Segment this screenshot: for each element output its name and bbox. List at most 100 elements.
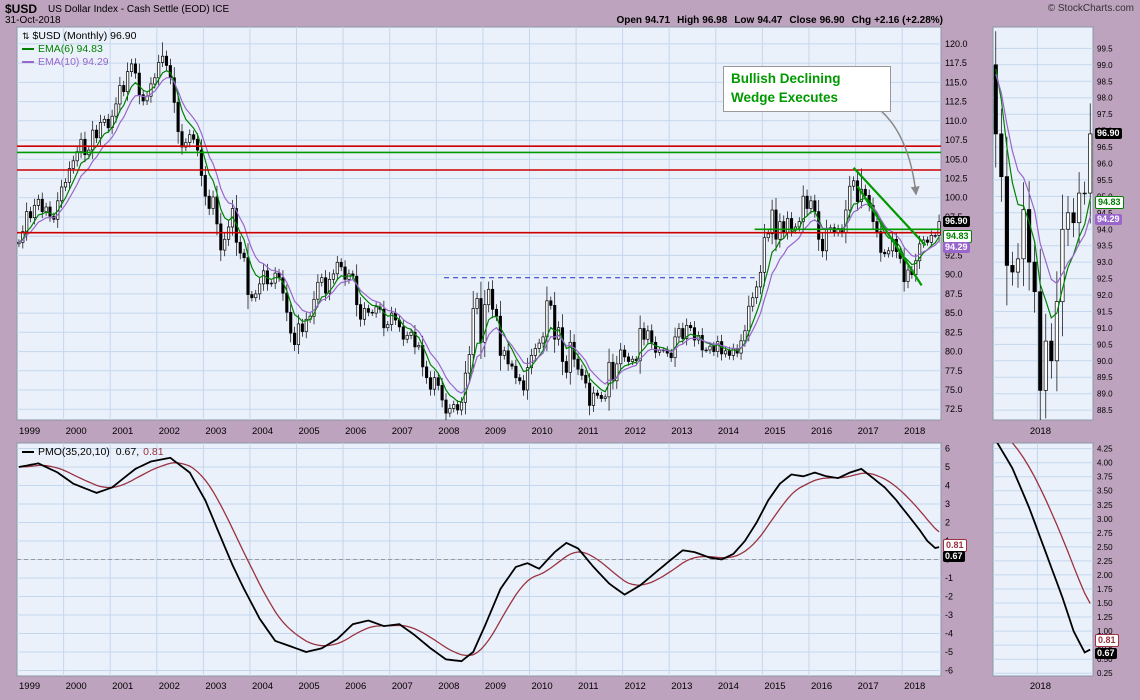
svg-text:3.00: 3.00 xyxy=(1097,515,1113,524)
zoom-pmo-line xyxy=(996,443,1091,654)
svg-text:89.5: 89.5 xyxy=(1097,373,1113,382)
zoom-pmo-signal-line xyxy=(1011,443,1091,604)
svg-text:2016: 2016 xyxy=(811,681,832,692)
svg-text:2013: 2013 xyxy=(671,426,692,437)
svg-text:2012: 2012 xyxy=(625,681,646,692)
svg-text:2007: 2007 xyxy=(392,681,413,692)
svg-text:2018: 2018 xyxy=(904,681,925,692)
svg-text:112.5: 112.5 xyxy=(945,97,967,107)
svg-text:2002: 2002 xyxy=(159,681,180,692)
svg-text:99.5: 99.5 xyxy=(1097,44,1113,53)
svg-text:88.5: 88.5 xyxy=(1097,406,1113,415)
ema10-line-icon xyxy=(22,61,34,63)
svg-text:92.5: 92.5 xyxy=(1097,275,1113,284)
svg-text:85.0: 85.0 xyxy=(945,308,963,318)
svg-text:2014: 2014 xyxy=(718,681,739,692)
svg-text:2012: 2012 xyxy=(625,426,646,437)
svg-text:96.5: 96.5 xyxy=(1097,143,1113,152)
zoom-ema6-line xyxy=(995,68,1091,319)
ema6-legend-row: EMA(6) 94.83 xyxy=(22,43,136,56)
svg-text:2011: 2011 xyxy=(578,426,598,437)
svg-text:117.5: 117.5 xyxy=(945,58,967,68)
ema10-legend-label: EMA(10) 94.29 xyxy=(38,56,109,68)
svg-text:2018: 2018 xyxy=(1030,681,1051,692)
quote-line: Open 94.71 High 96.98 Low 94.47 Close 96.90 Chg +… xyxy=(609,15,943,26)
svg-text:0.25: 0.25 xyxy=(1097,669,1113,678)
svg-text:1.25: 1.25 xyxy=(1097,613,1113,622)
svg-text:1.00: 1.00 xyxy=(1097,627,1113,636)
svg-text:93.0: 93.0 xyxy=(1097,258,1113,267)
svg-text:2001: 2001 xyxy=(112,681,133,692)
zoom-pmo-value-tag: 0.67 xyxy=(1095,648,1117,659)
svg-text:2006: 2006 xyxy=(345,681,366,692)
svg-text:72.5: 72.5 xyxy=(945,404,963,414)
svg-text:90.0: 90.0 xyxy=(1097,357,1113,366)
svg-text:-5: -5 xyxy=(945,647,953,657)
svg-text:2016: 2016 xyxy=(811,426,832,437)
quote-label: Chg xyxy=(851,15,872,26)
svg-text:102.5: 102.5 xyxy=(945,174,968,184)
pmo-value-tag: 0.67 xyxy=(943,551,965,562)
svg-text:94.5: 94.5 xyxy=(1097,209,1113,218)
svg-text:2004: 2004 xyxy=(252,681,273,692)
svg-text:2009: 2009 xyxy=(485,426,506,437)
svg-text:92.0: 92.0 xyxy=(1097,291,1113,300)
svg-text:98.5: 98.5 xyxy=(1097,77,1113,86)
copyright-label: © StockCharts.com xyxy=(1047,3,1134,14)
svg-text:2018: 2018 xyxy=(1030,426,1051,437)
svg-text:93.5: 93.5 xyxy=(1097,242,1113,251)
svg-text:2015: 2015 xyxy=(764,681,785,692)
svg-text:-2: -2 xyxy=(945,591,953,601)
svg-text:2006: 2006 xyxy=(345,426,366,437)
h-gridlines xyxy=(993,448,1093,674)
svg-text:2010: 2010 xyxy=(531,681,552,692)
svg-text:1.75: 1.75 xyxy=(1097,585,1113,594)
wedge-trendline xyxy=(856,185,923,286)
x-axis-labels: 1999 2000 2001 2002 2003 2004 2005 2006 2007 2008… xyxy=(19,426,925,437)
price-close-tag: 96.90 xyxy=(943,216,970,227)
y-axis-labels: 99.599.098.598.097.597.096.596.095.595.0… xyxy=(1097,44,1113,415)
svg-text:2011: 2011 xyxy=(578,681,598,692)
svg-text:2015: 2015 xyxy=(764,426,785,437)
svg-text:80.0: 80.0 xyxy=(945,347,963,357)
svg-text:92.5: 92.5 xyxy=(945,250,963,260)
svg-text:2009: 2009 xyxy=(485,681,506,692)
quote-label: Low xyxy=(734,15,755,26)
svg-text:75.0: 75.0 xyxy=(945,385,963,395)
svg-text:107.5: 107.5 xyxy=(945,135,968,145)
svg-text:82.5: 82.5 xyxy=(945,327,963,337)
wedge-annotation: Bullish Declining Wedge Executes xyxy=(723,66,891,112)
svg-text:2010: 2010 xyxy=(531,426,552,437)
ema10-legend-row: EMA(10) 94.29 xyxy=(22,56,136,69)
series-type-icon: ⇅ xyxy=(22,31,30,41)
wedge-trendline xyxy=(852,166,927,247)
svg-text:2: 2 xyxy=(945,518,950,528)
svg-text:3: 3 xyxy=(945,499,950,509)
pmo-line-icon xyxy=(22,451,34,453)
svg-text:2005: 2005 xyxy=(299,426,320,437)
svg-text:94.0: 94.0 xyxy=(1097,225,1113,234)
svg-text:-4: -4 xyxy=(945,628,953,638)
quote-label: High xyxy=(677,15,700,26)
svg-text:4.00: 4.00 xyxy=(1097,459,1113,468)
svg-text:2018: 2018 xyxy=(904,426,925,437)
svg-text:-6: -6 xyxy=(945,665,953,675)
svg-text:89.0: 89.0 xyxy=(1097,390,1113,399)
svg-text:2.75: 2.75 xyxy=(1097,529,1113,538)
h-gridlines xyxy=(993,47,1093,411)
svg-text:1.50: 1.50 xyxy=(1097,599,1113,608)
pmo-line xyxy=(18,456,940,663)
svg-text:87.5: 87.5 xyxy=(945,289,963,299)
x-axis-labels: 1999 2000 2001 2002 2003 2004 2005 2006 2007 2008… xyxy=(19,681,925,692)
svg-text:2007: 2007 xyxy=(392,426,413,437)
svg-text:2005: 2005 xyxy=(299,681,320,692)
svg-text:2.00: 2.00 xyxy=(1097,571,1113,580)
svg-text:4: 4 xyxy=(945,481,950,491)
svg-text:2003: 2003 xyxy=(205,681,226,692)
svg-text:3.25: 3.25 xyxy=(1097,501,1113,510)
svg-text:115.0: 115.0 xyxy=(945,77,967,87)
svg-text:2008: 2008 xyxy=(438,426,459,437)
ema6-line xyxy=(18,70,940,403)
zoom-close-tag: 96.90 xyxy=(1095,128,1122,139)
